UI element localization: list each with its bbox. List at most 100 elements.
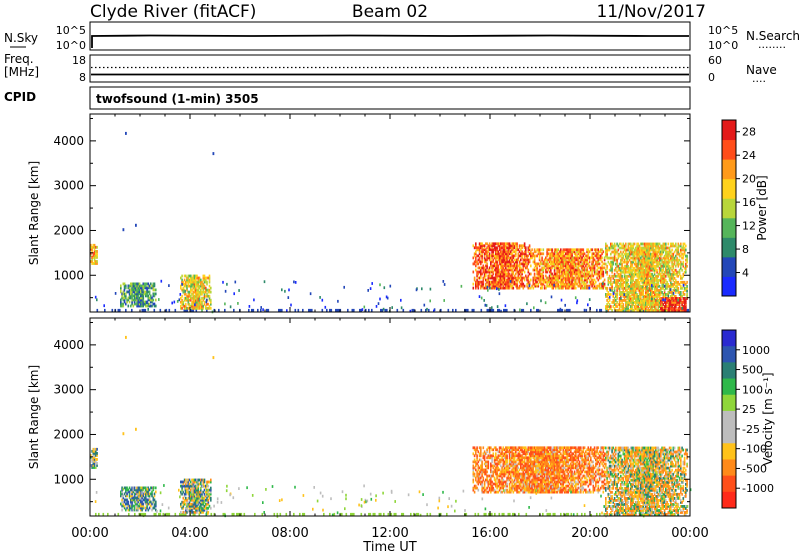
velocity-echo-cell: [135, 496, 137, 500]
power-echo-cell: [575, 254, 577, 258]
power-echo-cell: [580, 256, 582, 260]
velocity-echo-cell: [91, 460, 93, 463]
ground-scatter-cell: [603, 512, 606, 516]
power-echo-cell: [606, 264, 608, 268]
power-echo-cell: [511, 244, 513, 248]
power-echo-cell: [153, 302, 156, 306]
ground-scatter-cell: [416, 512, 418, 516]
velocity-echo-cell: [205, 498, 207, 502]
power-echo-cell: [585, 272, 587, 276]
velocity-echo-cell: [95, 454, 97, 457]
velocity-echo-cell: [122, 496, 125, 500]
power-echo-cell: [145, 294, 147, 298]
power-echo-cell: [685, 301, 687, 304]
power-echo-cell: [625, 280, 627, 284]
power-echo-cell: [675, 258, 677, 262]
power-echo-cell: [573, 282, 576, 286]
power-echo-cell: [566, 254, 568, 258]
power-echo-cell: [556, 266, 558, 270]
power-echo-cell: [567, 276, 570, 280]
power-echo-cell: [475, 284, 477, 288]
power-echo-cell: [538, 280, 541, 284]
power-echo-cell: [626, 301, 628, 304]
power-echo-cell: [141, 286, 143, 290]
power-echo-cell: [683, 301, 686, 304]
velocity-echo-cell: [136, 502, 138, 506]
power-echo-cell: [683, 305, 686, 308]
power-echo-cell: [636, 295, 638, 298]
power-echo-cell: [531, 284, 533, 288]
power-echo-cell: [505, 280, 507, 284]
power-echo-cell: [678, 270, 681, 274]
power-echo-cell: [90, 252, 92, 255]
velocity-echo-cell: [208, 494, 211, 498]
power-echo-cell: [601, 260, 603, 264]
power-echo-cell: [568, 266, 571, 270]
power-echo-cell: [683, 270, 686, 274]
velocity-echo-cell: [201, 506, 203, 510]
velocity-echo-cell: [202, 482, 205, 486]
power-echo-cell: [502, 274, 505, 278]
velocity-echo-cell: [132, 496, 135, 500]
power-echo-cell: [558, 270, 561, 274]
power-echo-cell: [673, 260, 676, 264]
power-echo-cell: [197, 278, 200, 282]
power-echo-cell: [483, 248, 486, 252]
power-echo-cell: [627, 303, 630, 306]
power-echo-cell: [516, 262, 518, 266]
power-echo-cell: [673, 305, 676, 308]
power-echo-cell: [675, 297, 677, 300]
power-echo-cell: [193, 276, 196, 280]
power-echo-cell: [658, 305, 661, 308]
sparse-echo-cell: [681, 306, 684, 310]
power-echo-cell: [518, 280, 521, 284]
power-echo-cell: [507, 256, 510, 260]
power-echo-cell: [611, 268, 613, 272]
power-echo-cell: [522, 282, 525, 286]
power-echo-cell: [496, 256, 498, 260]
power-echo-cell: [556, 282, 558, 286]
power-echo-cell: [682, 246, 685, 250]
power-echo-cell: [672, 274, 675, 278]
power-echo-cell: [196, 294, 198, 298]
velocity-echo-cell: [472, 486, 475, 490]
velocity-echo-cell: [476, 474, 478, 478]
power-echo-cell: [498, 242, 501, 246]
velocity-echo-cell: [140, 490, 142, 494]
ground-scatter-cell: [512, 512, 514, 516]
power-echo-cell: [596, 276, 598, 280]
power-echo-cell: [656, 297, 658, 300]
power-echo-cell: [513, 280, 516, 284]
power-echo-cell: [681, 268, 683, 272]
power-echo-cell: [660, 286, 662, 290]
power-echo-cell: [202, 276, 205, 280]
power-echo-cell: [521, 254, 523, 258]
ground-scatter-cell: [567, 308, 570, 312]
power-echo-cell: [643, 254, 646, 258]
power-echo-cell: [493, 276, 496, 280]
power-echo-cell: [548, 248, 551, 252]
velocity-echo-cell: [121, 500, 123, 504]
power-echo-cell: [580, 250, 582, 254]
power-echo-cell: [208, 298, 211, 302]
power-echo-cell: [491, 256, 493, 260]
power-echo-cell: [631, 274, 633, 278]
power-echo-cell: [588, 274, 591, 278]
power-echo-cell: [528, 248, 531, 252]
ground-scatter-cell: [570, 512, 573, 516]
power-echo-cell: [617, 264, 620, 268]
power-echo-cell: [631, 262, 633, 266]
power-echo-cell: [663, 248, 666, 252]
power-echo-cell: [553, 254, 556, 258]
ground-scatter-cell: [167, 512, 169, 516]
power-echo-cell: [591, 272, 593, 276]
velocity-echo-cell: [190, 504, 192, 508]
ground-scatter-cell: [383, 512, 385, 516]
power-echo-cell: [533, 256, 536, 260]
velocity-echo-cell: [153, 494, 156, 498]
power-echo-cell: [506, 250, 508, 254]
power-echo-cell: [567, 282, 570, 286]
velocity-echo-cell: [183, 494, 186, 498]
power-echo-cell: [577, 262, 580, 266]
power-echo-cell: [671, 276, 673, 280]
